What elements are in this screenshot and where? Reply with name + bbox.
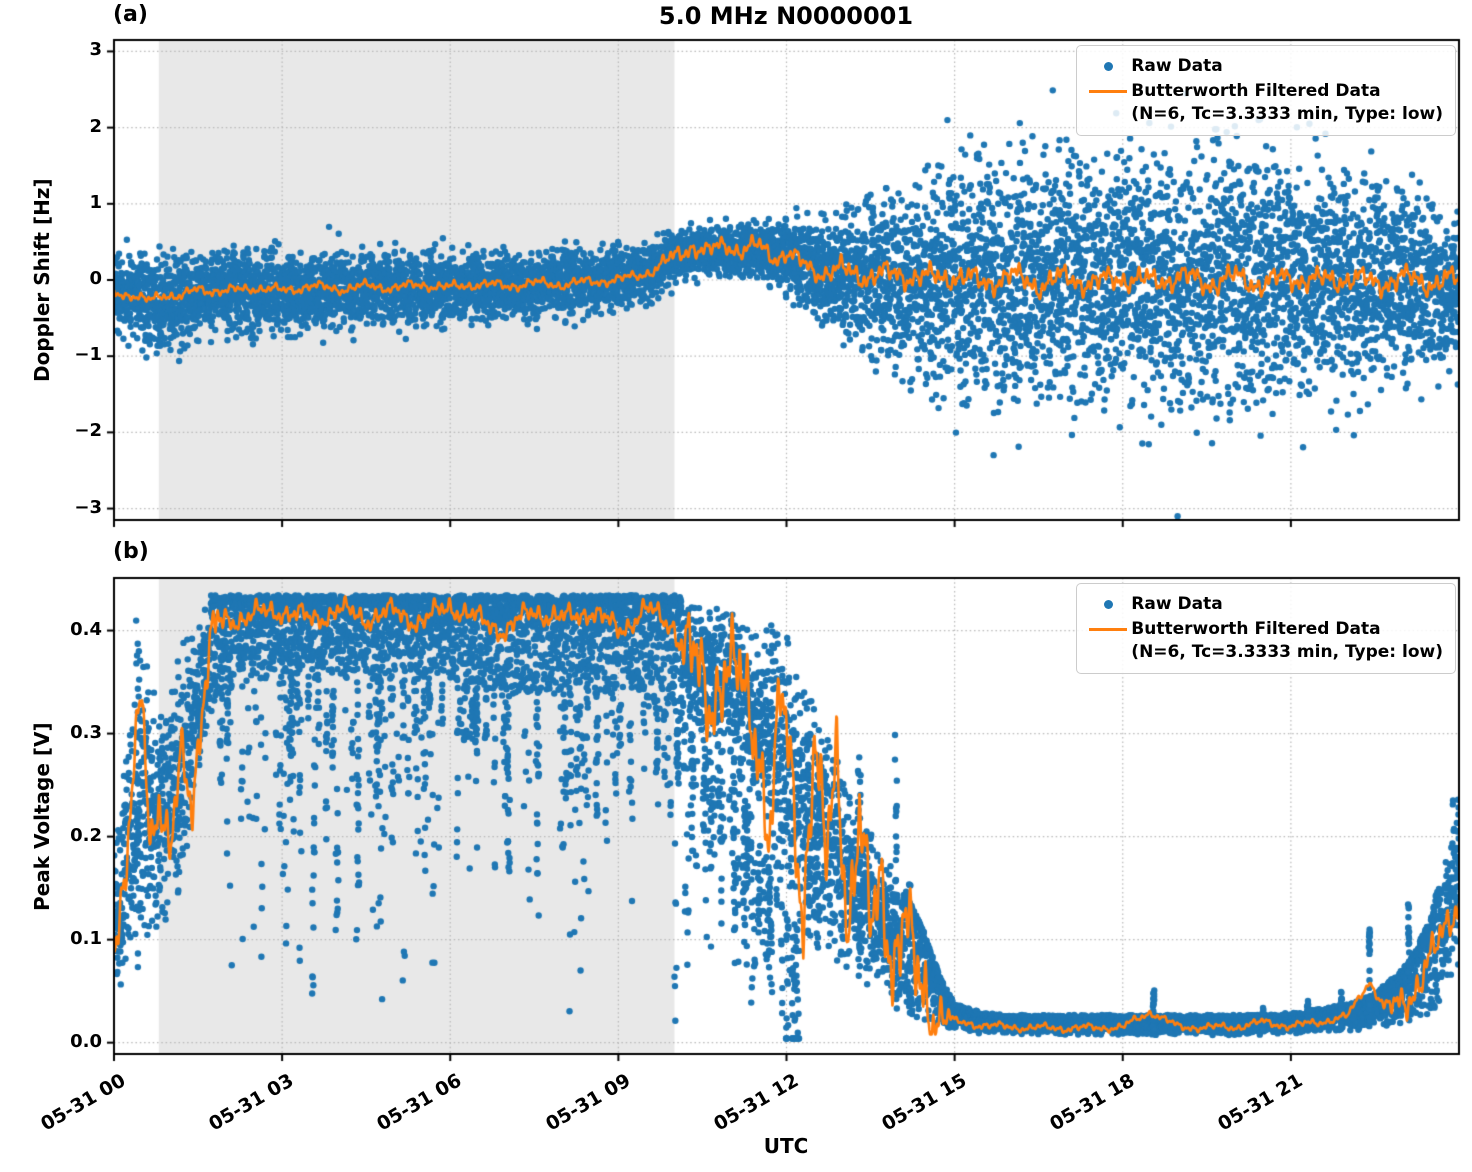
legend-filtered-label-line1: Butterworth Filtered Data	[1131, 618, 1381, 639]
legend-raw-handle	[1085, 593, 1131, 609]
legend-filtered-label-line1: Butterworth Filtered Data	[1131, 80, 1381, 101]
y-tick-label: 0	[89, 268, 102, 289]
y-tick-label: 0.4	[70, 618, 102, 640]
y-tick-label: −3	[74, 496, 102, 518]
panel-a-label: (a)	[113, 2, 148, 27]
y-axis-label-b: Peak Voltage [V]	[30, 721, 54, 911]
legend-item-filtered: Butterworth Filtered Data (N=6, Tc=3.333…	[1085, 618, 1443, 664]
legend-filtered-label: Butterworth Filtered Data (N=6, Tc=3.333…	[1131, 618, 1443, 664]
raw-data-marker-icon	[1103, 62, 1113, 71]
legend-raw-label: Raw Data	[1131, 56, 1223, 76]
legend-filtered-label-line2: (N=6, Tc=3.3333 min, Type: low)	[1131, 641, 1443, 662]
y-tick-label: 0.3	[70, 721, 102, 743]
y-tick-label: −2	[74, 420, 102, 442]
legend-item-raw: Raw Data	[1085, 55, 1443, 78]
y-tick-label: 0.0	[70, 1030, 102, 1052]
y-tick-label: 1	[89, 191, 102, 213]
y-axis-label-a: Doppler Shift [Hz]	[30, 178, 54, 382]
y-tick-label: −1	[74, 344, 102, 366]
y-tick-label: 2	[89, 115, 102, 137]
legend-filtered-label: Butterworth Filtered Data (N=6, Tc=3.333…	[1131, 80, 1443, 126]
y-tick-label: 3	[89, 39, 102, 61]
x-axis-label: UTC	[763, 1134, 809, 1158]
filtered-line-marker-icon	[1089, 627, 1128, 632]
legend-item-raw: Raw Data	[1085, 593, 1443, 616]
figure-title: 5.0 MHz N0000001	[658, 2, 914, 30]
legend-filtered-handle	[1085, 618, 1131, 632]
panel-b-label: (b)	[113, 539, 149, 564]
legend-raw-label: Raw Data	[1131, 594, 1223, 614]
y-tick-label: 0.1	[70, 927, 102, 949]
legend-item-filtered: Butterworth Filtered Data (N=6, Tc=3.333…	[1085, 80, 1443, 126]
legend-b: Raw Data Butterworth Filtered Data (N=6,…	[1076, 583, 1456, 674]
legend-filtered-label-line2: (N=6, Tc=3.3333 min, Type: low)	[1131, 103, 1443, 124]
y-tick-label: 0.2	[70, 824, 102, 846]
legend-a: Raw Data Butterworth Filtered Data (N=6,…	[1076, 45, 1456, 136]
legend-filtered-handle	[1085, 80, 1131, 94]
legend-raw-handle	[1085, 55, 1131, 71]
raw-data-marker-icon	[1103, 600, 1113, 609]
filtered-line-marker-icon	[1089, 89, 1128, 94]
